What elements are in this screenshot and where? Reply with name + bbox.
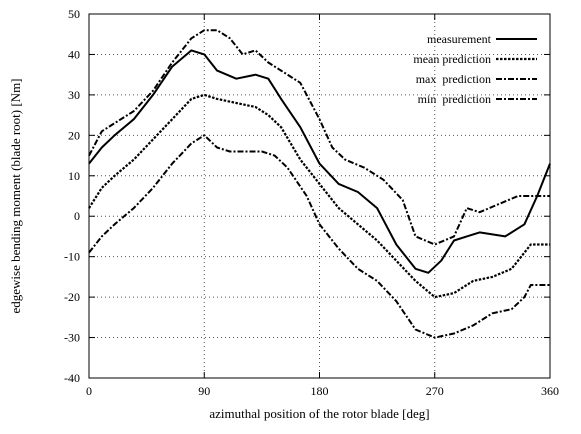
- y-axis-title: edgewise bending moment (blade root) [Nm…: [8, 78, 23, 313]
- y-tick-label: -30: [64, 331, 80, 345]
- plot-frame: [88, 13, 551, 379]
- x-tick-label: 270: [426, 384, 444, 398]
- x-tick-label: 90: [198, 384, 210, 398]
- legend-label: mean prediction: [413, 52, 491, 66]
- series-layer: [88, 29, 551, 339]
- y-tick-label: -20: [64, 290, 80, 304]
- y-tick-label: 30: [68, 88, 80, 102]
- x-tick-label: 0: [86, 384, 92, 398]
- legend: measurement mean prediction max prediction…: [413, 32, 537, 106]
- y-tick-label: 40: [68, 47, 80, 61]
- x-tick-label: 180: [311, 384, 329, 398]
- legend-label: measurement: [427, 32, 492, 46]
- x-axis-title: azimuthal position of the rotor blade [d…: [209, 406, 429, 421]
- series-line-measurement: [88, 49, 551, 274]
- tick-layer: 0 90 180 270 360 -40 -30 -20 -10 0 10 20 30 40 50: [64, 7, 559, 398]
- y-tick-label: -40: [64, 371, 80, 385]
- y-tick-label: 0: [74, 209, 80, 223]
- grid-layer: [89, 14, 550, 378]
- series-line-min-prediction: [88, 134, 550, 339]
- y-tick-label: 50: [68, 7, 80, 21]
- series-line-mean-prediction: [88, 93, 550, 299]
- y-tick-label: 10: [68, 169, 80, 183]
- series-line-max-prediction: [88, 29, 550, 246]
- legend-label: max prediction: [416, 72, 491, 86]
- y-tick-label: 20: [68, 128, 80, 142]
- legend-label: min prediction: [418, 92, 491, 106]
- y-tick-label: -10: [64, 250, 80, 264]
- x-tick-label: 360: [541, 384, 559, 398]
